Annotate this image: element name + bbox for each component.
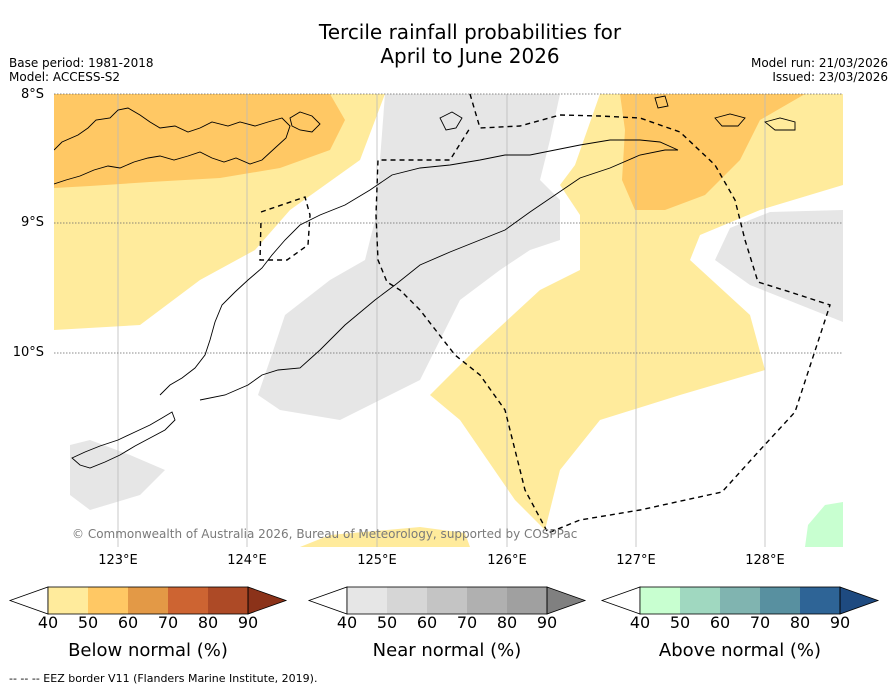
below-tick-80: 80 bbox=[197, 613, 219, 632]
rote-coastline bbox=[71, 411, 176, 469]
flores-coastline bbox=[54, 107, 291, 185]
above-tick-40: 40 bbox=[629, 613, 651, 632]
above-tick-80: 80 bbox=[789, 613, 811, 632]
above-colorbar-upper-arrow bbox=[839, 586, 880, 615]
above-colorbar-segment-1 bbox=[640, 587, 680, 614]
atauro-coastline bbox=[654, 95, 669, 109]
map-credit: © Commonwealth of Australia 2026, Bureau… bbox=[72, 527, 578, 541]
above-colorbar-segment-2 bbox=[680, 587, 720, 614]
timor-south-coastline bbox=[199, 149, 678, 401]
coastlines bbox=[54, 95, 796, 469]
below-tick-50: 50 bbox=[77, 613, 99, 632]
below-colorbar-segment-3 bbox=[128, 587, 168, 614]
near-colorbar-segment-4 bbox=[467, 587, 507, 614]
eez-footer-note: -- -- -- EEZ border V11 (Flanders Marine… bbox=[9, 672, 318, 685]
above-tick-50: 50 bbox=[669, 613, 691, 632]
issued-text: Issued: 23/03/2026 bbox=[772, 70, 888, 84]
above-colorbar-segment-4 bbox=[760, 587, 800, 614]
below-colorbar-segment-2 bbox=[88, 587, 128, 614]
below-normal-50-60-region-east bbox=[620, 94, 805, 210]
model-text: Model: ACCESS-S2 bbox=[9, 70, 121, 84]
lon-label-125e: 125°E bbox=[357, 553, 397, 568]
near-tick-90: 90 bbox=[536, 613, 558, 632]
near-colorbar-segment-1 bbox=[347, 587, 387, 614]
below-colorbar-segment-4 bbox=[168, 587, 208, 614]
below-tick-90: 90 bbox=[237, 613, 259, 632]
near-normal-40-50-region-east bbox=[715, 210, 843, 322]
near-tick-60: 60 bbox=[416, 613, 438, 632]
lon-label-127e: 127°E bbox=[616, 553, 656, 568]
kisar-coastline bbox=[764, 117, 796, 131]
lon-label-128e: 128°E bbox=[745, 553, 785, 568]
lon-label-123e: 123°E bbox=[98, 553, 138, 568]
below-colorbar-upper-arrow bbox=[247, 586, 288, 615]
below-tick-70: 70 bbox=[157, 613, 179, 632]
below-tick-40: 40 bbox=[37, 613, 59, 632]
above-colorbar-segment-5 bbox=[800, 587, 840, 614]
above-tick-70: 70 bbox=[749, 613, 771, 632]
near-colorbar-segment-3 bbox=[427, 587, 467, 614]
above-tick-60: 60 bbox=[709, 613, 731, 632]
map-title-line2: April to June 2026 bbox=[380, 44, 560, 68]
near-tick-70: 70 bbox=[456, 613, 478, 632]
colorbars bbox=[8, 586, 880, 615]
below-colorbar-lower-arrow bbox=[8, 586, 49, 615]
map-title-line1: Tercile rainfall probabilities for bbox=[318, 20, 622, 44]
eez-border bbox=[259, 93, 831, 534]
wetar-coastline bbox=[714, 113, 746, 127]
timor-north-coastline bbox=[159, 139, 679, 396]
alor-coastline bbox=[289, 111, 321, 133]
lon-label-126e: 126°E bbox=[487, 553, 527, 568]
below-normal-label: Below normal (%) bbox=[68, 640, 228, 661]
above-normal-label: Above normal (%) bbox=[658, 640, 822, 661]
lat-label-10s: 10°S bbox=[12, 345, 44, 360]
below-tick-60: 60 bbox=[117, 613, 139, 632]
below-normal-40-50-region-south bbox=[300, 527, 470, 547]
small-island-coastline bbox=[439, 111, 463, 131]
below-normal-colorbar bbox=[8, 586, 288, 615]
above-tick-90: 90 bbox=[829, 613, 851, 632]
base-period-text: Base period: 1981-2018 bbox=[9, 56, 154, 70]
above-normal-40-50-region bbox=[805, 502, 843, 547]
near-colorbar-segment-2 bbox=[387, 587, 427, 614]
near-colorbar-upper-arrow bbox=[546, 586, 587, 615]
lon-label-124e: 124°E bbox=[227, 553, 267, 568]
above-colorbar-frame bbox=[639, 586, 841, 615]
above-colorbar-segment-3 bbox=[720, 587, 760, 614]
near-colorbar-frame bbox=[346, 586, 548, 615]
near-colorbar-lower-arrow bbox=[307, 586, 348, 615]
near-tick-80: 80 bbox=[496, 613, 518, 632]
near-normal-colorbar bbox=[307, 586, 587, 615]
near-colorbar-segment-5 bbox=[507, 587, 547, 614]
above-colorbar-lower-arrow bbox=[600, 586, 641, 615]
near-tick-50: 50 bbox=[376, 613, 398, 632]
below-normal-50-60-region-west bbox=[54, 94, 345, 188]
below-colorbar-segment-1 bbox=[48, 587, 88, 614]
near-tick-40: 40 bbox=[336, 613, 358, 632]
lat-label-8s: 8°S bbox=[20, 87, 44, 102]
below-colorbar-frame bbox=[47, 586, 249, 615]
near-normal-label: Near normal (%) bbox=[372, 640, 522, 661]
near-normal-40-50-region-southwest bbox=[70, 440, 165, 510]
near-normal-40-50-region-central bbox=[258, 94, 560, 420]
below-normal-40-50-region-east bbox=[430, 94, 843, 530]
above-normal-colorbar bbox=[600, 586, 880, 615]
below-colorbar-segment-5 bbox=[208, 587, 248, 614]
model-run-text: Model run: 21/03/2026 bbox=[750, 56, 888, 70]
lat-label-9s: 9°S bbox=[20, 215, 44, 230]
